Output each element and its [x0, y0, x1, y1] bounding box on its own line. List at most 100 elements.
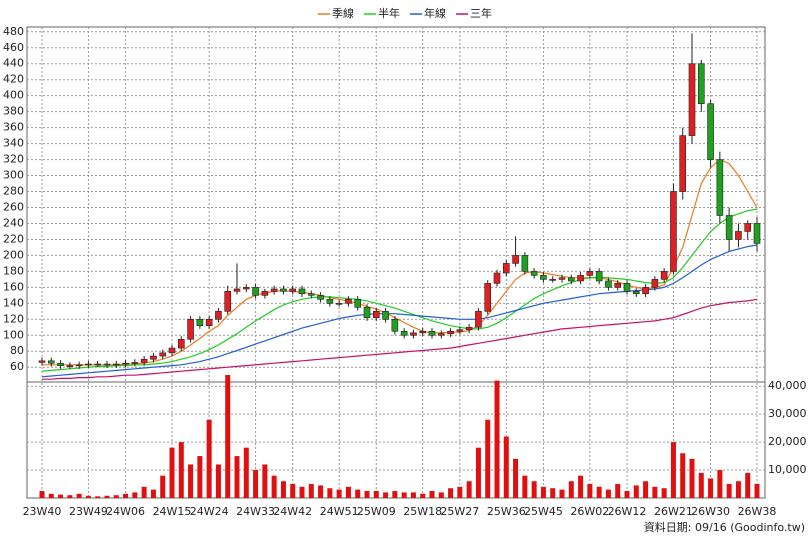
x-tick-label: 24W33: [236, 505, 275, 518]
legend-label: 季線: [332, 6, 354, 20]
x-tick-label: 26W30: [691, 505, 730, 518]
candle-body: [345, 299, 352, 304]
y-tick-label: 400: [3, 89, 24, 102]
ma-line: [42, 298, 758, 380]
candle-body: [586, 271, 594, 276]
candle-body: [335, 303, 343, 305]
y-tick-label: 140: [3, 296, 24, 309]
volume-bar: [67, 495, 73, 498]
volume-bar: [550, 488, 556, 498]
candle-body: [744, 223, 752, 232]
volume-bar: [355, 489, 361, 498]
y-tick-label: 80: [10, 344, 24, 357]
volume-bar: [522, 475, 528, 498]
volume-tick-label: 30,000: [768, 407, 807, 420]
volume-bar: [633, 485, 639, 498]
candle-body: [363, 307, 371, 319]
volume-tick-label: 20,000: [768, 435, 807, 448]
x-tick-label: 25W09: [357, 505, 396, 518]
volume-bar: [708, 478, 714, 498]
y-tick-label: 180: [3, 264, 24, 277]
volume-bar: [429, 491, 435, 498]
candle-body: [465, 326, 473, 330]
volume-bar: [596, 486, 602, 498]
y-tick-label: 60: [10, 360, 24, 373]
candle-body: [205, 319, 213, 326]
y-tick-label: 260: [3, 200, 24, 213]
volume-bar: [132, 492, 138, 498]
x-tick-label: 24W42: [273, 505, 312, 518]
volume-bar: [262, 464, 268, 498]
volume-bar: [475, 447, 481, 498]
volume-bar: [420, 493, 426, 498]
volume-bar: [160, 475, 166, 498]
candle-body: [112, 363, 120, 366]
volume-bar: [392, 491, 398, 498]
volume-bar: [568, 481, 574, 498]
footnote: 資料日期: 09/16 (Goodinfo.tw): [644, 520, 805, 534]
y-tick-label: 300: [3, 169, 24, 182]
ma-line: [42, 158, 758, 366]
y-tick-label: 100: [3, 328, 24, 341]
candle-body: [354, 299, 362, 308]
candle-body: [280, 288, 287, 292]
y-tick-label: 460: [3, 41, 24, 54]
x-tick-label: 24W24: [190, 505, 229, 518]
volume-bar: [587, 484, 593, 498]
candle-body: [512, 255, 519, 264]
y-tick-label: 380: [3, 105, 24, 118]
candle-body: [400, 330, 408, 336]
y-tick-label: 320: [3, 153, 24, 166]
y-tick-label: 280: [3, 185, 24, 198]
x-tick-label: 26W12: [608, 505, 647, 518]
candle-body: [735, 231, 742, 240]
volume-bar: [271, 475, 277, 498]
volume-bar: [336, 489, 342, 498]
volume-bar: [345, 486, 351, 498]
volume-bar: [670, 442, 676, 498]
candle-body: [122, 362, 129, 365]
candle-body: [456, 329, 464, 332]
legend-label: 半年: [378, 6, 400, 20]
volume-bar: [215, 464, 221, 498]
candle-body: [75, 364, 83, 367]
volume-bar: [253, 470, 259, 498]
volume-bar: [280, 481, 286, 498]
ma-line: [41, 244, 758, 378]
y-tick-label: 120: [3, 312, 24, 325]
candle-body: [475, 311, 482, 328]
volume-bar: [615, 484, 621, 498]
x-tick-label: 26W38: [738, 505, 777, 518]
candle-body: [66, 365, 74, 367]
candle-body: [540, 275, 547, 280]
volume-bar: [95, 496, 101, 498]
volume-bar: [308, 484, 314, 498]
volume-bar: [652, 486, 658, 498]
volume-bar: [39, 491, 45, 498]
candle-body: [94, 363, 102, 366]
candle-body: [530, 271, 538, 276]
candle-body: [261, 291, 269, 296]
plot-frame: [26, 26, 766, 499]
candle-body: [614, 283, 622, 288]
volume-bar: [197, 456, 203, 498]
candle-body: [577, 275, 584, 282]
volume-bar: [643, 481, 649, 498]
candle-body: [558, 277, 566, 280]
candle-body: [38, 360, 46, 363]
volume-bar: [104, 495, 110, 498]
legend-label: 年線: [424, 6, 446, 20]
candle-body: [140, 358, 148, 363]
y-tick-label: 440: [3, 57, 24, 70]
volume-bar: [698, 472, 704, 498]
volume-bar: [141, 486, 147, 498]
y-tick-label: 340: [3, 137, 24, 150]
volume-bar: [58, 494, 64, 498]
candle-body: [103, 363, 111, 366]
candle-body: [660, 271, 668, 280]
candle-body: [632, 291, 640, 295]
candle-body: [372, 311, 380, 319]
candle-body: [326, 299, 334, 304]
candle-body: [493, 272, 501, 284]
